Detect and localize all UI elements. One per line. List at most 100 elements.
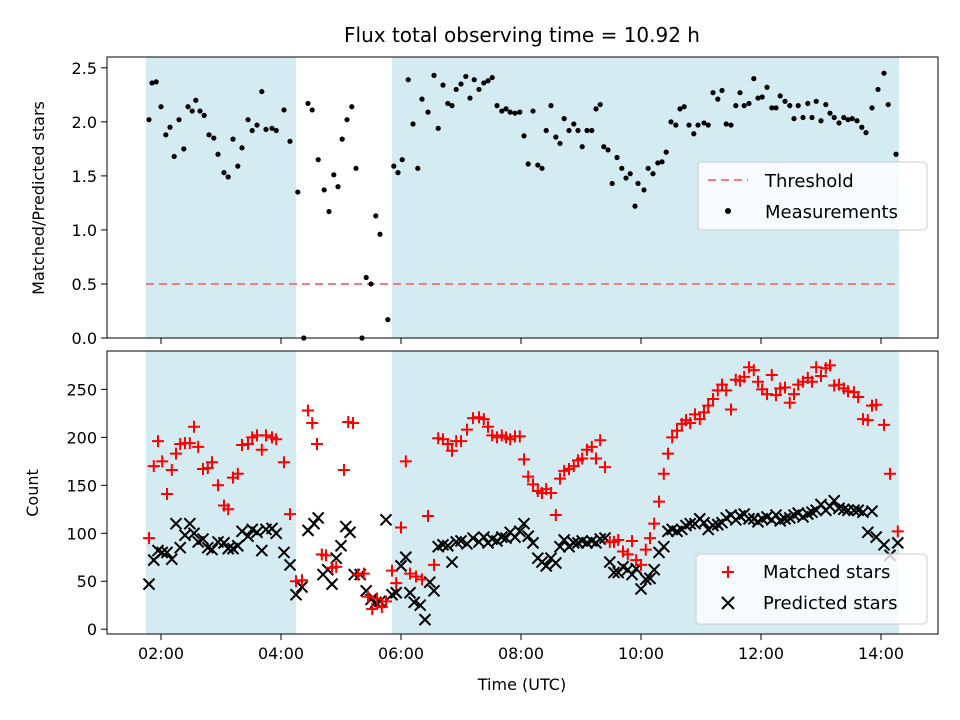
measurement-point [701,120,707,126]
matched-star-point [693,413,706,426]
measurement-point [189,108,195,114]
measurement-point [259,88,265,95]
predicted-star-point [173,541,187,554]
measurement-point [632,203,638,209]
predicted-star-point [413,599,427,612]
matched-star-point [143,532,155,545]
measurement-point [415,165,421,171]
measurement-point [641,187,647,193]
matched-star-point [260,429,272,442]
matched-star-point [662,447,674,460]
measurement-point [659,159,665,165]
predicted-star-point [603,555,617,569]
legend-matched-swatch [722,566,734,578]
x-tick-label: 10:00 [618,644,664,663]
measurement-point [235,163,241,169]
measurement-point [149,80,155,86]
matched-star-point [170,447,182,460]
measurement-point [197,108,203,114]
matched-star-point [720,384,733,397]
predicted-star-point [706,519,720,532]
predicted-star-point [643,572,657,585]
measurement-point [593,106,599,112]
matched-star-point [815,369,827,382]
measurement-point [869,105,875,111]
matched-star-point [255,443,268,456]
measurement-point [176,117,182,123]
measurement-point [503,106,509,112]
matched-star-point [330,560,343,573]
predicted-star-point [255,544,269,557]
matched-star-point [296,574,308,587]
measurement-point [650,171,656,177]
matched-star-point [639,543,652,556]
ratio-legend-box [697,161,928,231]
measurement-point [553,134,559,140]
measurement-point [476,86,482,93]
measurement-point [485,78,491,84]
y-tick-label: 150 [66,476,97,495]
matched-star-point [891,525,904,538]
measurement-point [668,119,674,125]
x-tick-label: 14:00 [858,644,904,663]
y-tick-label: 200 [66,428,97,447]
count-legend: Matched stars Predicted stars [695,553,928,625]
matched-star-point [702,399,715,412]
matched-star-point [338,463,350,476]
predicted-star-point [231,539,245,552]
measurement-point [733,103,739,109]
predicted-star-point [683,517,697,530]
measurement-point [584,127,590,134]
measurement-point [368,281,374,287]
measurement-point [791,116,797,122]
matched-star-point [783,396,796,409]
measurement-point [614,154,620,161]
measurement-point [719,87,725,94]
measurement-point [723,121,729,127]
measurement-point [146,117,152,123]
x-tick-label: 12:00 [738,644,784,663]
count-panel: 0 50 100 150 200 250 02:00 04:00 06:00 08:00 10:0… [23,350,939,694]
ratio-panel-frame [106,56,939,339]
predicted-star-point [517,517,531,530]
matched-star-point [165,463,178,476]
matched-star-point [635,558,647,571]
measurement-point [353,165,359,171]
matched-star-point [422,510,434,523]
measurement-point [281,107,287,113]
measurement-point [410,121,416,127]
measurement-point [836,120,842,126]
measurement-point [153,79,159,85]
ratio-y-ticks: 0.0 0.5 1.0 1.5 2.0 2.5 [72,59,107,348]
measurement-point [373,213,379,219]
matched-star-point [461,423,473,436]
measurement-point [561,116,567,122]
measurement-point [782,98,788,104]
predicted-star-point [553,540,567,553]
measurement-point [663,149,669,155]
matched-star-point [644,532,656,545]
x-tick-label: 04:00 [258,644,304,663]
measurement-point [818,118,824,124]
measurement-point [673,122,679,128]
measurement-point [344,117,350,123]
y-tick-label: 2.0 [72,113,97,132]
measurement-point [831,114,837,121]
predicted-star-point [389,586,403,599]
predicted-star-point [891,536,905,550]
measurement-point [349,104,355,110]
measurement-point [249,127,255,134]
matched-star-point [590,452,602,465]
measurement-point [566,127,572,134]
matched-star-point [522,470,535,483]
legend-measurement-swatch [725,208,731,214]
x-tick-label: 06:00 [378,644,424,663]
matched-points [143,359,904,616]
matched-star-point [684,416,697,429]
matched-star-point [482,420,494,433]
measurement-point [467,95,473,101]
measurement-point [471,77,477,83]
measurement-point [571,121,577,127]
matched-star-point [806,375,818,388]
measurement-point [764,84,770,90]
